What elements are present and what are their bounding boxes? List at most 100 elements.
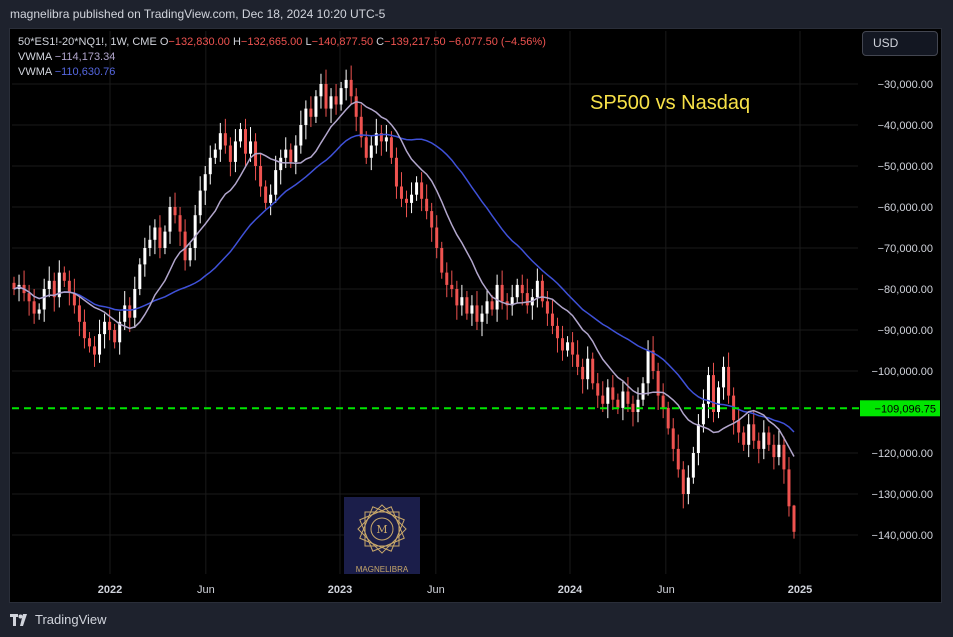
candle-body [626,391,630,404]
candle-body [173,207,177,216]
candle-body [686,477,690,494]
level-line: −109,096.75 [12,400,940,417]
candle-body [767,432,771,445]
candle-body [389,137,393,158]
footer[interactable]: TradingView [10,612,107,627]
low-value: −140,877.50 [311,36,374,48]
candle-body [168,207,172,232]
candle-body [158,227,162,248]
candle-body [334,96,338,105]
candle-body [681,469,685,494]
legend-row-vwma2[interactable]: VWMA −110,630.76 [18,65,546,80]
candle-body [661,395,665,408]
price-chart[interactable]: −109,096.75 −30,000.00 −40,000.00 −50,000.… [10,29,943,604]
candle-body [500,284,504,302]
symbol-label[interactable]: 50*ES1!-20*NQ1!, 1W, CME [18,36,157,48]
candle-body [656,371,660,396]
vwma1-value: −114,173.34 [54,51,116,63]
candle-body [616,399,620,408]
x-tick-label: 2025 [788,584,812,596]
magnelibra-watermark: M MAGNELIBRA [344,497,420,574]
candle-body [747,424,751,445]
candle-body [515,284,519,298]
candle-body [410,194,414,203]
vwma1-label: VWMA [18,51,52,63]
candle-body [701,403,705,425]
candle-body [601,395,605,404]
candle-body [32,301,36,314]
currency-button[interactable]: USD [862,31,938,56]
candle-body [651,350,655,371]
candle-body [696,424,700,453]
chart-legend[interactable]: 50*ES1!-20*NQ1!, 1W, CME O−132,830.00 H−… [18,35,546,80]
candle-body [465,297,469,314]
h-label: H [232,36,241,48]
candle-body [405,198,409,203]
candle-body [636,399,640,412]
candle-body [324,84,328,109]
candle-body [289,149,293,162]
candle-body [379,133,383,142]
candle-body [309,108,313,117]
legend-row-vwma1[interactable]: VWMA −114,173.34 [18,50,546,65]
chart-pane[interactable]: −109,096.75 −30,000.00 −40,000.00 −50,000.… [9,28,942,603]
candle-body [123,305,127,322]
candle-body [198,190,202,216]
candle-body [47,280,51,289]
candle-body [349,79,353,97]
candle-body [319,84,323,97]
candle-body [415,182,419,195]
candle-body [606,387,610,404]
candle-body [133,289,137,318]
y-tick-label: −80,000.00 [878,284,933,296]
candle-body [581,366,585,380]
star-square-4 [359,506,405,552]
candle-body [143,248,147,265]
x-tick-label: Jun [657,584,675,596]
x-tick-label: Jun [427,584,445,596]
candle-body [787,469,791,507]
candle-body [339,88,343,105]
candle-body [576,354,580,367]
candle-body [586,358,590,380]
candle-body [777,444,781,458]
candle-body [213,149,217,158]
candle-body [742,432,746,445]
candle-body [792,505,796,532]
y-tick-label: −140,000.00 [872,530,933,542]
candle-body [666,407,670,429]
y-tick-label: −100,000.00 [872,366,933,378]
candle-body [299,125,303,146]
candle-body [782,444,786,470]
candle-body [440,248,444,273]
close-value: −139,217.50 [384,36,446,48]
candle-body [490,301,494,310]
candle-body [525,293,529,306]
chart-title-annotation[interactable]: SP500 vs Nasdaq [590,92,751,114]
vwma-lines [13,101,795,457]
candle-body [128,305,132,318]
candle-body [621,391,625,408]
candle-body [757,440,761,449]
candle-body [113,330,117,343]
candle-body [87,338,91,347]
candle-body [571,342,575,355]
candle-body [596,383,600,396]
candle-body [470,305,474,314]
candle-body [591,358,595,384]
candle-body [359,116,363,138]
candle-body [384,137,388,142]
candle-body [208,157,212,175]
candle-body [72,293,76,306]
candle-body [279,157,283,171]
candle-body [203,174,207,191]
monogram: M [376,523,387,536]
candle-body [480,313,484,322]
candle-body [12,282,16,289]
candle-body [611,387,615,400]
candle-body [535,280,539,298]
candle-body [269,194,273,203]
candle-body [103,321,107,335]
candle-body [284,149,288,158]
candle-body [178,215,182,232]
